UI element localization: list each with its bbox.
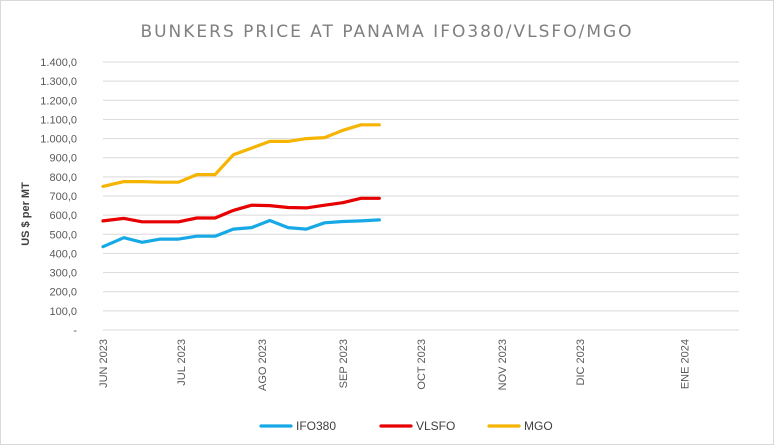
x-tick-label: OCT 2023: [416, 339, 428, 390]
y-tick-label: 500,0: [49, 229, 77, 241]
y-tick-label: 800,0: [49, 172, 77, 184]
x-tick-label: NOV 2023: [497, 339, 509, 390]
y-tick-label: 1.100,0: [40, 114, 77, 126]
y-tick-label: -: [73, 325, 77, 337]
legend-label-vlsfo: VLSFO: [416, 419, 455, 433]
legend-label-mgo: MGO: [524, 419, 553, 433]
series-line-mgo: [101, 123, 381, 188]
y-tick-label: 200,0: [49, 287, 77, 299]
y-tick-label: 100,0: [49, 306, 77, 318]
x-tick-label: JUL 2023: [176, 339, 188, 386]
x-axis-ticks: JUN 2023 JUL 2023 AGO 2023 SEP 2023 OCT 2023…: [98, 339, 691, 391]
y-tick-label: 1.200,0: [40, 95, 77, 107]
y-axis-ticks: - 100,0 200,0 300,0 400,0 500,0 600,0 700,0 800,…: [40, 57, 77, 337]
y-tick-label: 900,0: [49, 153, 77, 165]
y-tick-label: 1.000,0: [40, 134, 77, 146]
y-tick-label: 400,0: [49, 248, 77, 260]
x-tick-label: ENE 2024: [679, 339, 691, 389]
x-tick-label: DIC 2023: [575, 339, 587, 385]
y-tick-label: 1.400,0: [40, 57, 77, 69]
y-tick-label: 1.300,0: [40, 76, 77, 88]
y-tick-label: 700,0: [49, 191, 77, 203]
series-lines: [101, 123, 381, 249]
legend: IFO380 VLSFO MGO: [259, 419, 553, 433]
gridlines: [103, 61, 739, 331]
legend-label-ifo380: IFO380: [296, 419, 336, 433]
x-tick-label: JUN 2023: [98, 339, 110, 388]
chart-title: BUNKERS PRICE AT PANAMA IFO380/VLSFO/MGO: [140, 22, 633, 42]
x-tick-label: AGO 2023: [257, 339, 269, 391]
y-tick-label: 600,0: [49, 210, 77, 222]
series-line-ifo380: [101, 218, 381, 249]
x-tick-label: SEP 2023: [338, 339, 350, 388]
y-axis-label: US $ per MT: [20, 182, 32, 246]
series-line-vlsfo: [101, 196, 381, 224]
y-tick-label: 300,0: [49, 268, 77, 280]
